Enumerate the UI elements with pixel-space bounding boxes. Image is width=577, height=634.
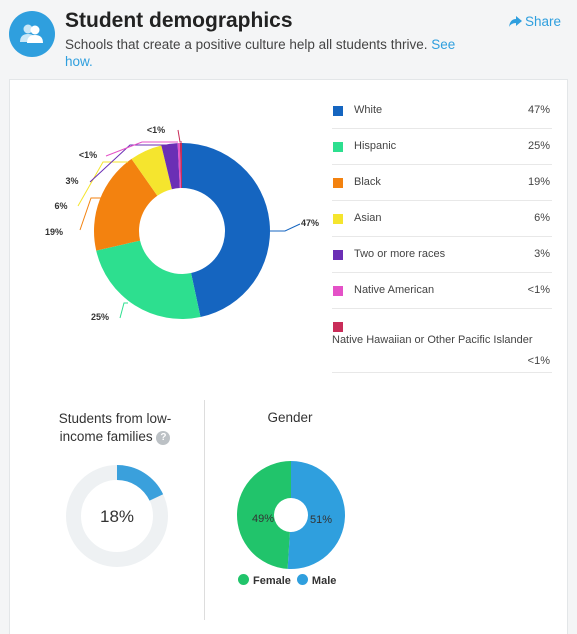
low-income-title: Students from low-income families (58, 411, 172, 444)
slice-data-label: 3% (65, 176, 78, 186)
demographics-card: 47% 25% 19% 6% 3% <1% <1% White 47% Hispanic 25% B… (9, 79, 568, 634)
low-income-donut-chart: 18% (66, 465, 168, 567)
legend-label: Native Hawaiian or Other Pacific Islande… (332, 334, 533, 346)
slice-data-label: 47% (301, 218, 319, 228)
leader-line (119, 302, 128, 319)
legend-item: White 47% (332, 93, 552, 129)
legend-label: White (354, 104, 383, 116)
legend-swatch (333, 214, 343, 224)
slice-asian[interactable] (131, 145, 172, 196)
gender-title: Gender (267, 410, 313, 425)
legend-value: <1% (527, 284, 550, 296)
question-icon[interactable]: ? (156, 431, 171, 445)
legend-label: Hispanic (354, 140, 397, 152)
slice-male[interactable] (287, 461, 346, 569)
legend-swatch (333, 322, 343, 332)
leader-line (177, 129, 182, 143)
gender-donut-chart: 49% 51% (237, 461, 346, 569)
share-label: Share (524, 14, 561, 29)
slice-female[interactable] (237, 461, 291, 569)
leader-line (270, 223, 301, 232)
legend-value: 3% (534, 248, 550, 260)
slice-white[interactable] (182, 143, 271, 318)
female-data-label: 49% (252, 513, 274, 525)
legend-value: <1% (527, 355, 550, 367)
share-button[interactable]: Share (508, 14, 561, 29)
legend-label: Native American (354, 284, 435, 296)
slice-two-or-more-races[interactable] (161, 143, 180, 190)
legend-dot (238, 574, 249, 585)
subtitle-text: Schools that create a positive culture h… (65, 37, 428, 52)
legend-swatch (333, 106, 343, 116)
legend-item: Asian 6% (332, 201, 552, 237)
slice-native-american[interactable] (177, 143, 181, 189)
legend-item: Black 19% (332, 165, 552, 201)
section-divider (204, 400, 205, 620)
gender-legend: Female Male (238, 574, 336, 587)
legend-label: Asian (354, 212, 382, 224)
legend-item: Hispanic 25% (332, 129, 552, 165)
low-income-section-title: Students from low-income families ? (45, 410, 185, 446)
legend-label: Female (253, 575, 291, 587)
leader-line (89, 144, 170, 183)
slice-native-hawaiian-or-other-pacific-islander[interactable] (179, 143, 182, 189)
male-data-label: 51% (310, 514, 332, 526)
gender-legend-item: Female (238, 574, 291, 587)
ethnicity-donut-chart: 47% 25% 19% 6% 3% <1% <1% (45, 125, 319, 322)
legend-item: Native American <1% (332, 273, 552, 309)
leader-line (79, 197, 102, 231)
ethnicity-legend: White 47% Hispanic 25% Black 19% Asian 6% Two or… (332, 93, 552, 373)
leader-line (105, 141, 178, 157)
legend-value: 19% (527, 176, 550, 188)
slice-data-label: 19% (45, 227, 63, 237)
low-income-slice[interactable] (117, 465, 164, 501)
page-title: Student demographics (65, 9, 293, 32)
legend-dot (296, 574, 308, 585)
slice-data-label: <1% (79, 150, 97, 160)
share-arrow-icon (508, 16, 522, 27)
legend-label: Black (354, 176, 381, 188)
legend-item: Two or more races 3% (332, 237, 552, 273)
slice-data-label: <1% (147, 125, 165, 135)
legend-swatch (333, 142, 343, 152)
legend-label: Two or more races (354, 248, 446, 260)
see-how-link[interactable]: See how. (65, 37, 456, 69)
legend-item: Native Hawaiian or Other Pacific Islande… (332, 309, 552, 373)
legend-value: 47% (527, 104, 550, 116)
slice-hispanic[interactable] (96, 240, 201, 319)
header: Student demographics Schools that create… (0, 0, 577, 78)
legend-value: 6% (534, 212, 550, 224)
subtitle: Schools that create a positive culture h… (65, 36, 475, 70)
legend-swatch (333, 178, 343, 188)
legend-swatch (333, 286, 343, 296)
people-icon (9, 11, 55, 57)
legend-label: Male (311, 575, 337, 587)
gender-legend-item: Male (296, 574, 337, 587)
slice-data-label: 25% (91, 312, 109, 322)
legend-value: 25% (527, 140, 550, 152)
legend-swatch (333, 250, 343, 260)
slice-data-label: 6% (54, 201, 67, 211)
low-income-value: 18% (100, 507, 134, 526)
slice-black[interactable] (94, 158, 158, 251)
leader-line (77, 161, 128, 207)
